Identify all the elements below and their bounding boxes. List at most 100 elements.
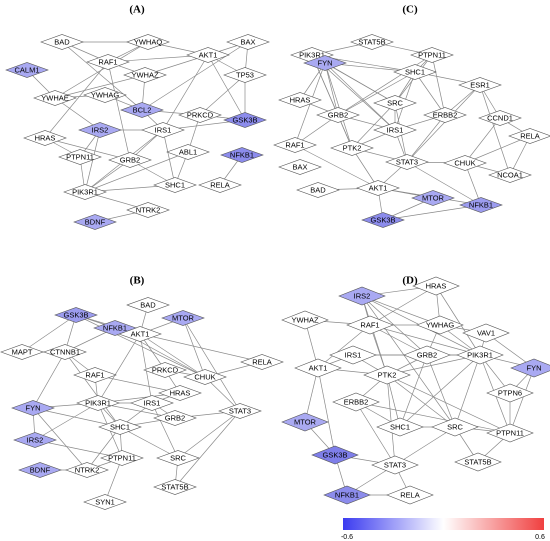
colorbar-min: -0.6: [341, 534, 353, 541]
node-label: VAV1: [477, 328, 495, 337]
node-label: HRAS: [290, 95, 311, 104]
panel-label: (A): [129, 4, 145, 16]
edge: [324, 62, 396, 104]
node-label: BCL2: [133, 105, 152, 114]
node-label: GSK3B: [63, 310, 88, 319]
node-label: ESR1: [470, 80, 490, 89]
node: [488, 167, 532, 183]
edge: [361, 295, 441, 326]
edge: [454, 354, 481, 428]
node: [220, 147, 264, 163]
edge: [32, 407, 121, 428]
edge: [414, 71, 446, 116]
node-label: HRAS: [35, 133, 56, 142]
node: [410, 47, 454, 63]
node: [5, 62, 49, 78]
edge: [369, 324, 481, 356]
edge: [182, 317, 206, 378]
edge: [369, 324, 388, 376]
node: [23, 130, 67, 146]
edge: [21, 314, 77, 353]
node: [329, 345, 377, 365]
node-label: YWHAG: [426, 320, 455, 329]
node: [58, 149, 102, 165]
edge: [94, 374, 181, 394]
edge: [426, 354, 456, 428]
node: [363, 365, 411, 385]
node-label: CALM1: [14, 65, 39, 74]
edge: [406, 114, 446, 163]
node: [126, 202, 170, 218]
edge: [84, 129, 101, 193]
edge: [119, 426, 179, 459]
node: [478, 110, 522, 126]
node: [83, 494, 127, 510]
node-label: GSK3B: [232, 115, 257, 124]
node-label: STAT5B: [161, 482, 188, 491]
node: [346, 315, 394, 335]
node: [296, 182, 340, 198]
colorbar-max: 0.6: [535, 534, 545, 541]
node-label: BAX: [240, 37, 255, 46]
node: [11, 400, 55, 416]
edge: [399, 354, 428, 428]
node: [156, 450, 200, 466]
node: [100, 450, 144, 466]
node-label: RAF1: [85, 370, 104, 379]
node-label: SHC1: [165, 180, 185, 189]
node: [316, 107, 360, 123]
node: [416, 315, 464, 335]
node: [0, 344, 44, 360]
edge: [86, 426, 121, 471]
node: [371, 455, 419, 475]
node-label: YWHAZ: [131, 70, 159, 79]
edge: [34, 439, 123, 459]
node: [166, 144, 210, 160]
node-label: ERBB2: [433, 110, 458, 119]
edge: [32, 407, 88, 471]
edge: [406, 84, 481, 163]
node: [126, 34, 170, 50]
edge: [479, 84, 511, 176]
node: [303, 55, 347, 71]
node-label: FYN: [26, 403, 41, 412]
node: [93, 320, 137, 336]
node-label: ABL1: [179, 147, 197, 156]
edge: [317, 324, 371, 369]
edge: [174, 410, 241, 488]
edge: [337, 71, 416, 116]
node-label: NFKB1: [335, 490, 359, 499]
node: [123, 67, 167, 83]
node: [73, 367, 117, 383]
node-label: PRKCD: [187, 110, 214, 119]
node-label: BAD: [310, 185, 326, 194]
node: [508, 128, 550, 144]
node: [161, 310, 205, 326]
node-label: MTOR: [422, 193, 445, 202]
node: [338, 286, 386, 306]
node: [412, 276, 460, 296]
edge: [139, 333, 206, 378]
node: [411, 190, 455, 206]
node-label: SHC1: [405, 67, 425, 76]
node: [120, 102, 164, 118]
edge: [84, 159, 131, 193]
node-label: RELA: [520, 131, 540, 140]
edge: [44, 61, 109, 139]
node-label: RELA: [210, 180, 230, 189]
node-label: CCND1: [487, 113, 513, 122]
edge: [177, 410, 241, 459]
panel-label: (C): [402, 4, 418, 16]
node: [273, 137, 317, 153]
node-label: GSK3B: [322, 450, 347, 459]
node: [130, 395, 174, 411]
node-label: BDNF: [85, 217, 106, 226]
edge: [162, 129, 176, 186]
node-label: YWHAZ: [291, 315, 319, 324]
edge: [54, 97, 101, 131]
node-label: PIK3R1: [72, 187, 98, 196]
node: [223, 112, 267, 128]
node-label: AKT1: [369, 183, 388, 192]
node-label: IRS2: [92, 125, 109, 134]
